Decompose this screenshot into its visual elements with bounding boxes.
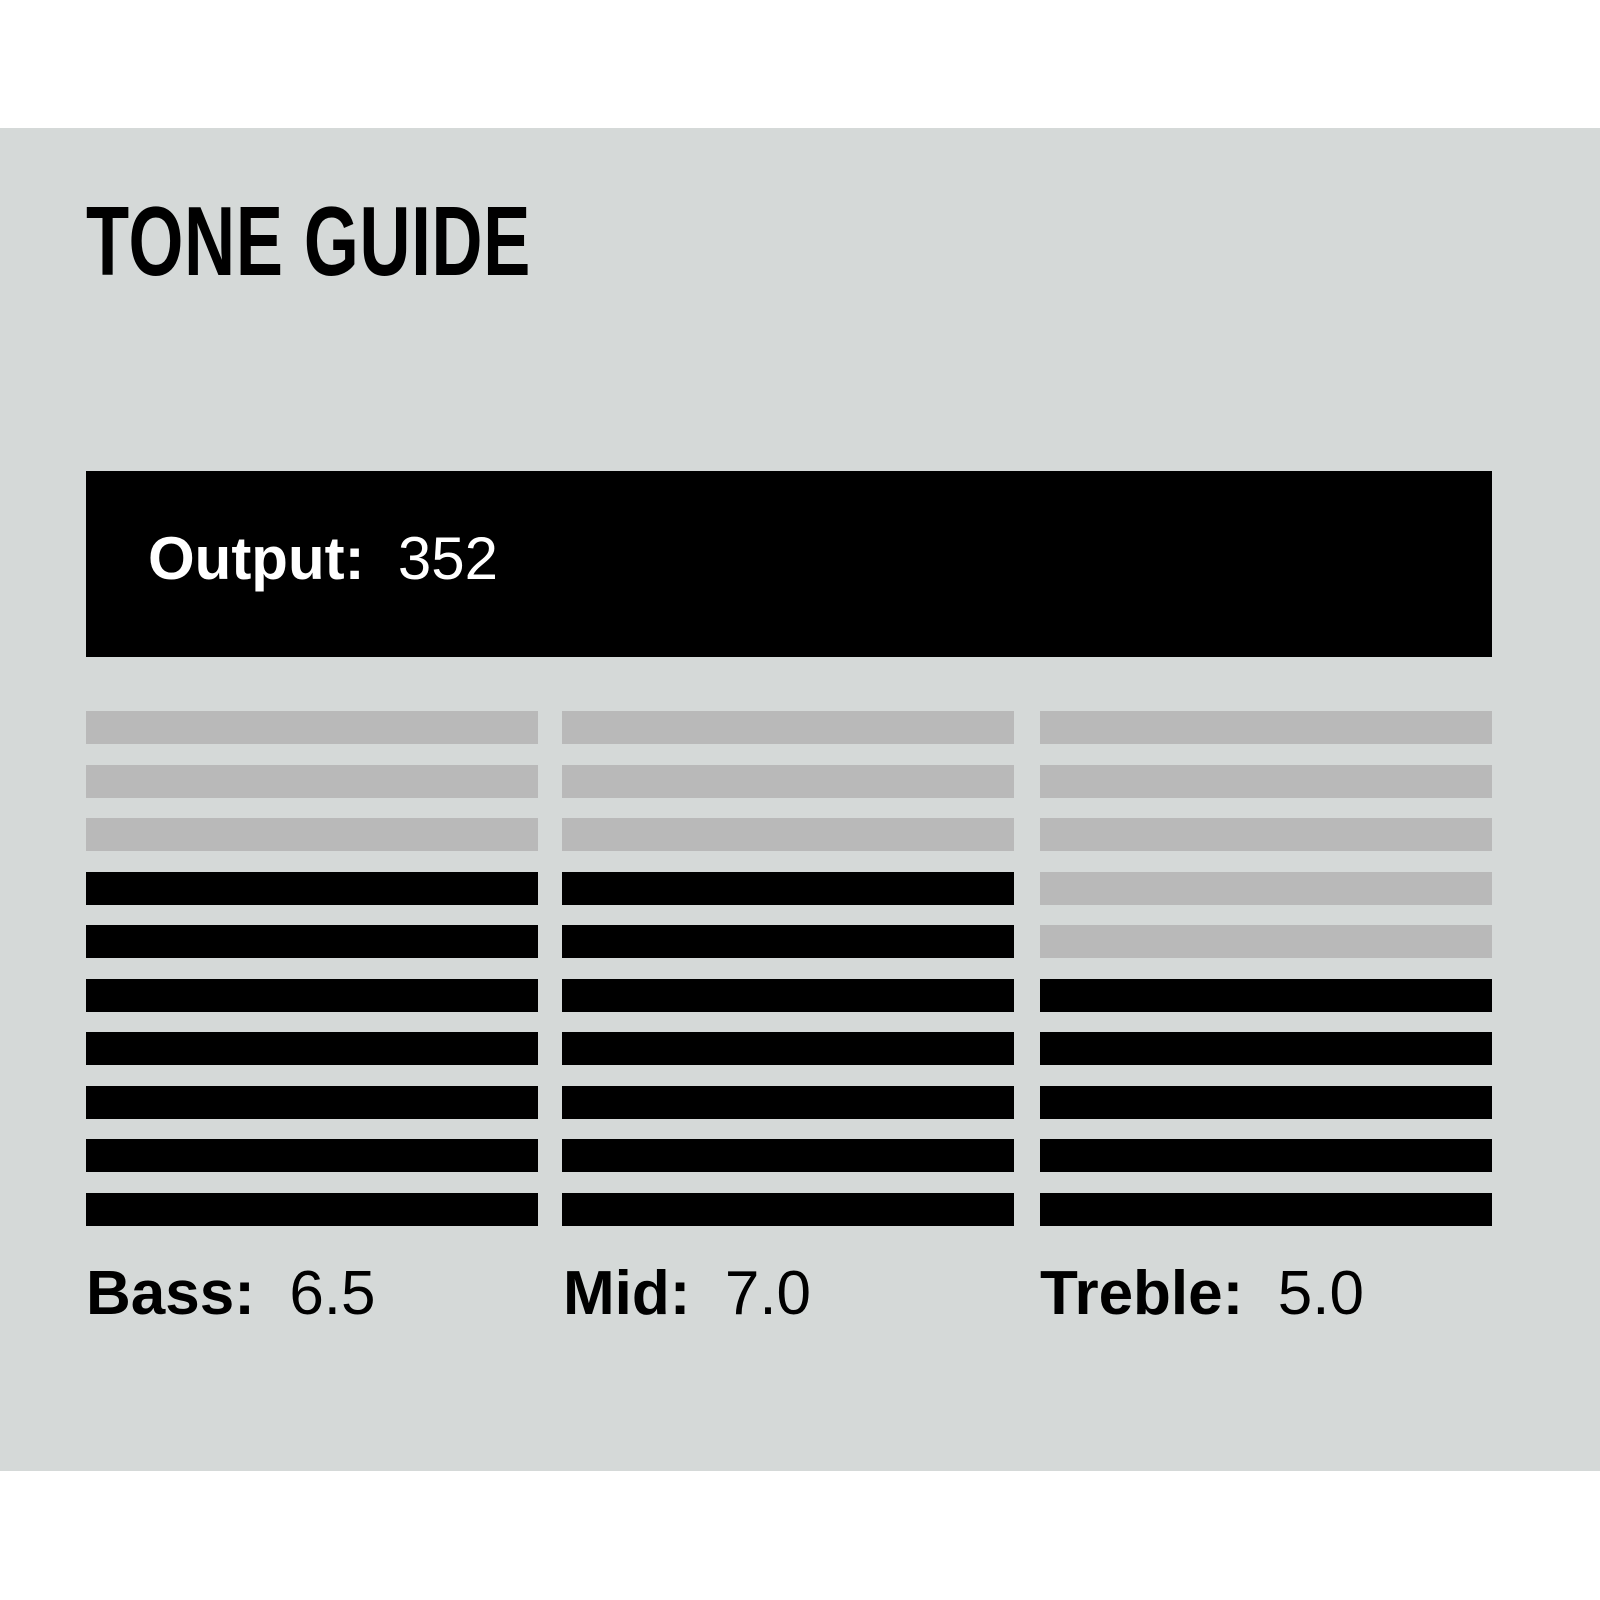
treble-readout: Treble: 5.0 xyxy=(1040,1263,1364,1325)
meter-segment-lit xyxy=(562,1139,1014,1172)
meter-segment-lit xyxy=(86,1085,538,1119)
output-display: Output: 352 xyxy=(86,471,1492,657)
bass-meter xyxy=(86,711,538,1246)
meter-segment-lit xyxy=(86,1032,538,1065)
mid-meter xyxy=(562,711,1014,1246)
mid-readout: Mid: 7.0 xyxy=(563,1263,811,1325)
meter-segment-unlit xyxy=(86,764,538,798)
meter-segment-lit xyxy=(86,1192,538,1226)
treble-meter xyxy=(1040,711,1492,1246)
meter-segment-lit xyxy=(1040,978,1492,1012)
meter-segment-unlit xyxy=(1040,818,1492,851)
meter-segment-unlit xyxy=(1040,711,1492,744)
bass-value: 6.5 xyxy=(289,1259,376,1328)
bass-label: Bass: xyxy=(86,1259,255,1328)
meter-segment-lit xyxy=(562,1032,1014,1065)
meter-segment-lit xyxy=(562,978,1014,1012)
tone-guide-panel: TONE GUIDE Output: 352 Bass: 6.5 Mid: 7.… xyxy=(0,128,1600,1471)
page-title: TONE GUIDE xyxy=(86,186,532,296)
mid-label: Mid: xyxy=(563,1259,691,1328)
meter-segment-unlit xyxy=(1040,871,1492,905)
meter-segment-lit xyxy=(86,925,538,958)
output-label: Output: xyxy=(148,525,365,592)
meter-segment-unlit xyxy=(562,818,1014,851)
meter-segment-lit xyxy=(1040,1085,1492,1119)
meter-segment-lit xyxy=(1040,1192,1492,1226)
mid-value: 7.0 xyxy=(724,1259,812,1328)
meter-segment-lit xyxy=(562,871,1014,905)
bass-readout: Bass: 6.5 xyxy=(86,1263,376,1325)
meter-segment-unlit xyxy=(1040,764,1492,798)
meter-segment-lit xyxy=(562,1085,1014,1119)
meter-segment-lit xyxy=(562,1192,1014,1226)
meter-segment-unlit xyxy=(562,711,1014,744)
meter-segment-lit xyxy=(86,978,538,1012)
meter-segment-lit xyxy=(1040,1139,1492,1172)
treble-label: Treble: xyxy=(1040,1259,1244,1328)
treble-value: 5.0 xyxy=(1277,1259,1364,1328)
meter-segment-unlit xyxy=(562,764,1014,798)
meter-segment-unlit xyxy=(86,818,538,851)
meter-segment-unlit xyxy=(1040,925,1492,958)
output-value: 352 xyxy=(397,525,499,592)
meter-segment-lit xyxy=(86,1139,538,1172)
meter-segment-lit xyxy=(86,871,538,905)
meter-segment-unlit xyxy=(86,711,538,744)
meter-segment-lit xyxy=(562,925,1014,958)
meter-segment-lit xyxy=(1040,1032,1492,1065)
